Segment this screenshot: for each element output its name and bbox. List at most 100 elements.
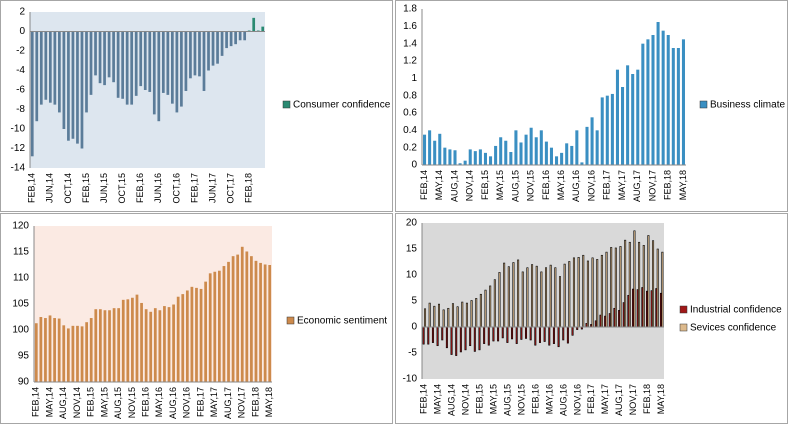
bar [469,326,472,347]
y-tick-label: -8 [16,104,25,115]
bar [514,130,518,165]
bar [140,302,143,382]
bar [48,31,52,103]
bar [619,246,622,328]
bar [222,266,226,382]
y-tick-label: 90 [18,377,30,388]
x-tick-label: MAY,17 [600,384,610,414]
bar [166,31,170,95]
bar [53,31,57,105]
bar [131,297,134,382]
bar [80,326,84,382]
x-tick-label: FEB,18 [244,173,254,203]
bar [80,31,84,149]
bar [511,326,514,340]
bar [424,308,427,328]
x-tick-label: FEB,14 [419,170,429,200]
bar [605,95,609,165]
bar [195,287,198,382]
bar [493,279,496,328]
bar [433,140,437,165]
bar [172,304,175,382]
bar [144,309,148,382]
bar [143,31,147,90]
x-tick-label: AUG,14 [447,384,457,416]
bar [35,31,39,122]
bar [568,261,571,328]
y-tick-label: -4 [16,65,25,76]
bar [158,310,162,382]
y-tick-label: 100 [12,325,29,336]
bar [44,318,47,382]
legend-swatch [679,305,688,314]
bar [153,308,157,382]
bar [610,247,613,328]
bar [180,31,183,107]
bar [76,325,79,382]
y-tick-label: -10 [403,374,418,385]
x-tick-label: AUG,14 [449,170,459,202]
bar [515,326,518,344]
bar [571,326,574,336]
y-tick-label: 0.4 [403,125,417,136]
y-tick-label: -10 [11,124,26,135]
bar [459,326,462,353]
bar [130,31,134,105]
bar [229,31,233,47]
bar [563,263,566,328]
x-tick-label: FEB,15 [86,387,96,417]
x-tick-label: FEB,17 [602,170,612,200]
x-tick-label: NOV,14 [465,170,475,201]
bar [497,326,500,342]
x-tick-label: FEB,16 [135,173,145,203]
bar [501,326,504,339]
y-tick-label: 20 [406,218,418,229]
legend-label: Business climate [710,100,785,111]
bar [245,251,249,382]
x-tick-label: FEB,17 [189,173,199,203]
bar [422,326,425,345]
x-tick-label: NOV,16 [182,387,192,418]
bar [181,294,185,382]
bar [171,31,174,104]
bar [526,267,529,328]
bar [470,300,473,328]
bar [441,326,444,341]
bar [437,303,440,328]
bar [448,149,452,165]
bar [58,31,61,113]
bar [498,272,501,328]
bar [44,31,48,100]
bar [442,309,445,328]
y-tick-label: 2 [19,7,25,18]
bar [577,257,580,328]
x-tick-label: NOV,15 [127,387,137,418]
x-tick-label: NOV,17 [647,170,657,201]
bar [543,326,546,342]
bar [103,310,107,382]
x-tick-label: FEB,15 [81,173,91,203]
bar [661,30,665,165]
bar [475,298,478,328]
y-tick-label: 1.6 [403,21,417,32]
bar [211,31,215,66]
bar [428,302,431,328]
legend-swatch [282,100,291,109]
bar [652,240,655,328]
bar [642,245,645,328]
y-tick-label: -12 [11,143,26,154]
bar [631,74,635,165]
bar [149,311,153,382]
bar [651,35,655,165]
bar [135,294,139,382]
bar [562,326,565,341]
bar [558,276,561,328]
bar [254,260,258,382]
bar [238,31,242,41]
bar [428,130,432,165]
y-tick-label: -5 [408,348,417,359]
bar [447,307,450,328]
bar [575,130,579,165]
bar [520,326,523,340]
x-tick-label: FEB,15 [475,384,485,414]
